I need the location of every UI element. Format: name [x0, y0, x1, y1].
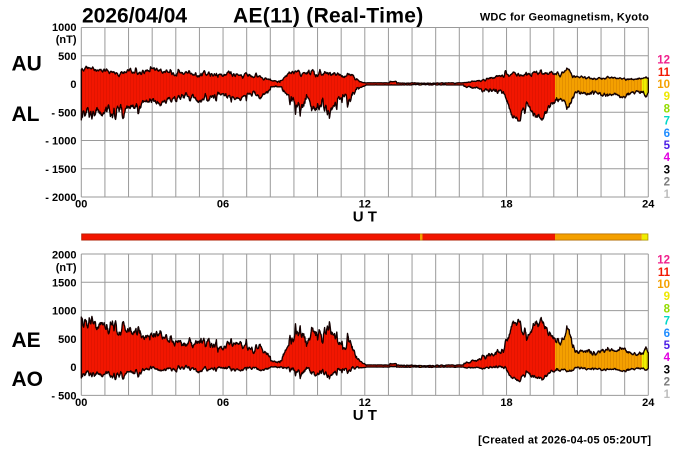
svg-text:24: 24	[642, 199, 655, 211]
svg-text:12: 12	[359, 199, 371, 211]
svg-text:18: 18	[500, 397, 512, 409]
svg-text:- 1000: - 1000	[45, 136, 76, 148]
svg-text:U T: U T	[353, 209, 377, 226]
svg-text:AE(11) (Real-Time): AE(11) (Real-Time)	[233, 5, 424, 28]
svg-text:1000: 1000	[52, 22, 76, 34]
svg-text:7: 7	[664, 116, 670, 128]
svg-text:06: 06	[217, 397, 229, 409]
svg-text:9: 9	[664, 291, 670, 303]
svg-text:3: 3	[664, 364, 670, 376]
svg-text:0: 0	[70, 362, 76, 374]
svg-text:5: 5	[664, 340, 671, 352]
svg-text:00: 00	[75, 199, 87, 211]
svg-text:2000: 2000	[52, 250, 76, 262]
svg-text:8: 8	[664, 103, 671, 115]
svg-text:1500: 1500	[52, 277, 76, 289]
svg-text:4: 4	[664, 152, 671, 164]
svg-text:500: 500	[58, 51, 76, 63]
svg-text:10: 10	[657, 279, 670, 291]
svg-text:1000: 1000	[52, 306, 76, 318]
svg-text:06: 06	[217, 199, 229, 211]
svg-text:AE: AE	[12, 329, 41, 352]
svg-text:3: 3	[664, 164, 670, 176]
svg-text:2: 2	[664, 377, 670, 389]
svg-text:(nT): (nT)	[56, 262, 77, 274]
svg-text:U T: U T	[353, 407, 377, 424]
svg-text:1: 1	[664, 189, 671, 201]
svg-text:11: 11	[658, 267, 671, 279]
svg-text:00: 00	[75, 397, 87, 409]
svg-text:- 500: - 500	[51, 390, 76, 402]
svg-text:[Created at 2026-04-05 05:20UT: [Created at 2026-04-05 05:20UT]	[478, 434, 651, 446]
svg-text:8: 8	[664, 303, 671, 315]
svg-text:12: 12	[657, 55, 670, 67]
svg-text:AU: AU	[12, 53, 42, 76]
svg-text:6: 6	[664, 328, 670, 340]
svg-text:- 2000: - 2000	[45, 192, 76, 204]
svg-text:9: 9	[664, 91, 670, 103]
svg-text:AO: AO	[12, 368, 44, 391]
svg-text:- 1500: - 1500	[45, 164, 76, 176]
svg-text:2: 2	[664, 177, 670, 189]
svg-text:500: 500	[58, 334, 76, 346]
svg-text:WDC for Geomagnetism, Kyoto: WDC for Geomagnetism, Kyoto	[480, 12, 649, 24]
svg-text:- 500: - 500	[51, 107, 76, 119]
svg-text:12: 12	[657, 255, 670, 267]
svg-text:24: 24	[642, 397, 655, 409]
svg-text:AL: AL	[12, 103, 40, 126]
svg-text:6: 6	[664, 128, 670, 140]
svg-text:2026/04/04: 2026/04/04	[82, 5, 187, 28]
svg-text:1: 1	[664, 389, 671, 401]
svg-text:11: 11	[658, 67, 671, 79]
svg-text:(nT): (nT)	[56, 34, 77, 46]
svg-text:5: 5	[664, 140, 671, 152]
svg-text:4: 4	[664, 352, 671, 364]
svg-text:0: 0	[70, 79, 76, 91]
svg-text:10: 10	[657, 79, 670, 91]
svg-text:12: 12	[359, 397, 371, 409]
svg-text:7: 7	[664, 316, 670, 328]
svg-text:18: 18	[500, 199, 512, 211]
